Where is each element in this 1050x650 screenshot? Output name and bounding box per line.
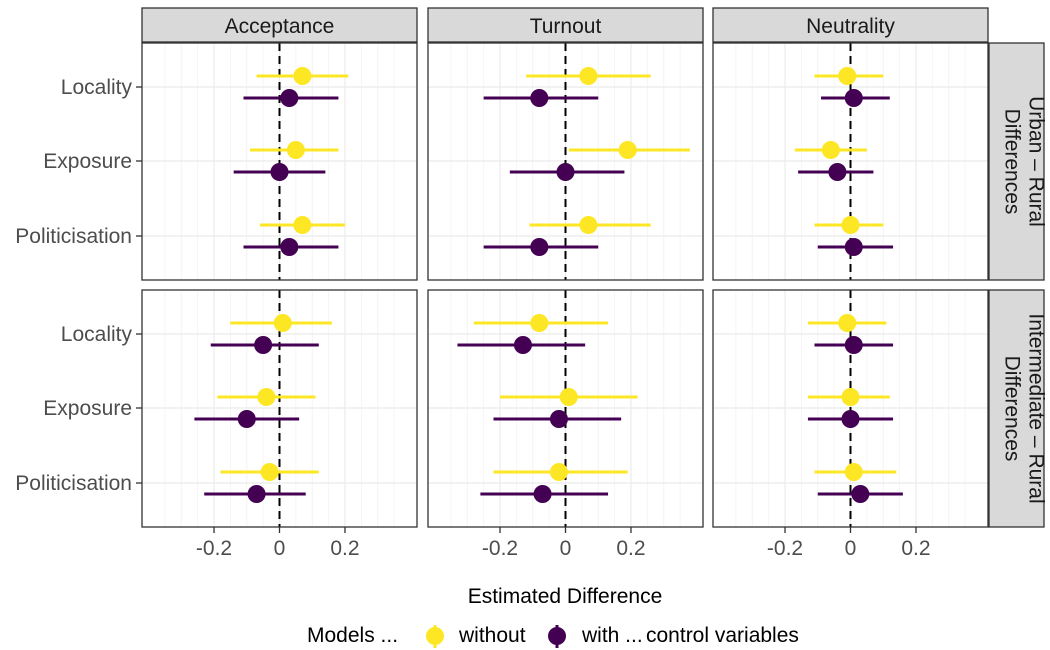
- panel-border: [712, 42, 989, 281]
- x-tick-label: 0: [274, 537, 286, 560]
- panel-neutrality-row1: [712, 42, 989, 281]
- strip-background: [427, 7, 704, 43]
- point-without-controls: [844, 463, 863, 481]
- point-with-controls: [247, 485, 266, 503]
- strip-row-2: Intermediate – RuralDifferences: [988, 289, 1048, 528]
- point-with-controls: [549, 410, 568, 428]
- strip-label-line: Intermediate – Rural: [1025, 313, 1048, 503]
- point-without-controls: [838, 67, 857, 85]
- point-with-controls: [530, 238, 549, 256]
- y-tick-label: Politicisation: [15, 225, 132, 248]
- y-tick-label: Exposure: [43, 397, 132, 420]
- strip-background: [141, 7, 418, 43]
- point-without-controls: [273, 314, 292, 332]
- legend-label-without: without: [458, 624, 526, 647]
- strip-background: [712, 7, 989, 43]
- point-with-controls: [556, 163, 575, 181]
- strip-row-1: Urban – RuralDifferences: [988, 42, 1048, 281]
- point-without-controls: [618, 141, 637, 159]
- point-without-controls: [286, 141, 305, 159]
- strip-label-line: Differences: [1001, 109, 1024, 215]
- point-with-controls: [280, 238, 299, 256]
- strip-label: Urban – RuralDifferences: [1001, 96, 1048, 227]
- point-with-controls: [254, 336, 273, 354]
- y-tick-label: Locality: [61, 323, 133, 346]
- legend-key-with: [548, 625, 566, 648]
- point-without-controls: [821, 141, 840, 159]
- x-tick-label: 0.2: [330, 537, 359, 560]
- x-tick-label: -0.2: [767, 537, 803, 560]
- legend-label-with: with ...: [581, 624, 643, 647]
- x-tick-label: 0: [560, 537, 572, 560]
- strip-label: Neutrality: [806, 15, 895, 38]
- strip-label-line: Urban – Rural: [1025, 96, 1048, 227]
- y-tick-label: Locality: [61, 76, 133, 99]
- strip-column-turnout: Turnout: [427, 7, 704, 43]
- strip-background: [988, 289, 1045, 528]
- facet-strips: Acceptance Turnout Neutrality Urban – Rural…: [141, 7, 1048, 528]
- point-with-controls: [828, 163, 847, 181]
- point-with-controls: [530, 89, 549, 107]
- strip-label: Turnout: [530, 15, 602, 38]
- strip-column-neutrality: Neutrality: [712, 7, 989, 43]
- point-without-controls: [579, 67, 598, 85]
- panel-acceptance-row1: [141, 42, 418, 281]
- panel-acceptance-row2: [141, 289, 418, 528]
- point-without-controls: [841, 216, 860, 234]
- strip-background: [988, 42, 1045, 281]
- point-with-controls: [844, 89, 863, 107]
- point-without-controls: [838, 314, 857, 332]
- point-without-controls: [257, 388, 276, 406]
- panel-turnout-row2: [427, 289, 704, 528]
- panel-turnout-row1: [427, 42, 704, 281]
- x-tick-label: 0.2: [616, 537, 645, 560]
- point-with-controls: [851, 485, 870, 503]
- point-with-controls: [841, 410, 860, 428]
- x-axis-title: Estimated Difference: [468, 585, 663, 608]
- point-without-controls: [293, 67, 312, 85]
- legend-title: Models ...: [307, 624, 398, 647]
- point-without-controls: [530, 314, 549, 332]
- point-with-controls: [513, 336, 532, 354]
- panel-border: [427, 42, 704, 281]
- panels: [141, 42, 989, 528]
- point-with-controls: [280, 89, 299, 107]
- y-tick-label: Politicisation: [15, 472, 132, 495]
- point-with-controls: [533, 485, 552, 503]
- point-without-controls: [559, 388, 578, 406]
- point-without-controls: [841, 388, 860, 406]
- point-without-controls: [260, 463, 279, 481]
- point-without-controls: [579, 216, 598, 234]
- strip-label: Acceptance: [225, 15, 335, 38]
- point-with-controls: [844, 336, 863, 354]
- point-with-controls: [270, 163, 289, 181]
- point-without-controls: [549, 463, 568, 481]
- axes: Locality Exposure Politicisation Locality Ex…: [15, 76, 930, 560]
- strip-column-acceptance: Acceptance: [141, 7, 418, 43]
- x-tick-label: -0.2: [482, 537, 518, 560]
- point-with-controls: [237, 410, 256, 428]
- strip-label: Intermediate – RuralDifferences: [1001, 313, 1048, 503]
- panel-neutrality-row2: [712, 289, 989, 528]
- y-tick-label: Exposure: [43, 150, 132, 173]
- x-tick-label: 0: [845, 537, 857, 560]
- legend: Models ... without with ... control vari…: [307, 624, 799, 648]
- point-with-controls: [844, 238, 863, 256]
- x-tick-label: 0.2: [901, 537, 930, 560]
- point-without-controls: [293, 216, 312, 234]
- strip-label-line: Differences: [1001, 356, 1024, 462]
- legend-key-without: [426, 625, 444, 648]
- x-tick-label: -0.2: [196, 537, 232, 560]
- legend-suffix: control variables: [646, 624, 799, 647]
